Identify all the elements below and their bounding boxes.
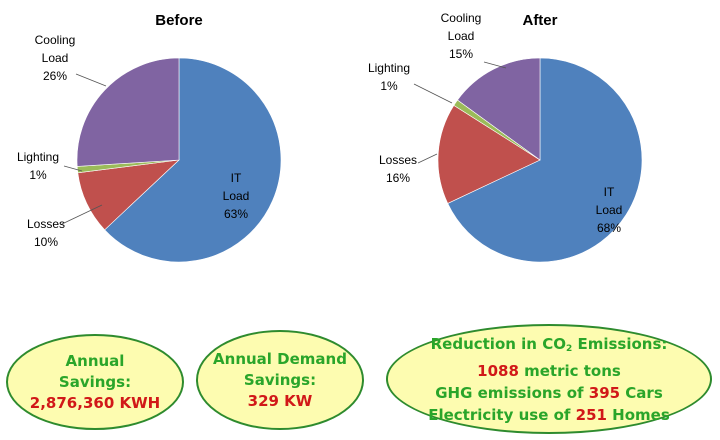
co2-title-subscript: 2 bbox=[565, 343, 573, 354]
co2-tons-value: 1088 bbox=[477, 361, 519, 380]
pie-1: After IT Load 68% Losses 16% Lighting 1% Cooling… bbox=[368, 11, 643, 263]
slice-label-losses: Losses 10% bbox=[27, 217, 65, 249]
pie-slice-it-load bbox=[447, 57, 643, 263]
pie-title: After bbox=[522, 12, 557, 29]
co2-reduction-callout: Reduction in CO2 Emissions: 1088 metric … bbox=[386, 324, 712, 434]
co2-ghg-pre: GHG emissions of bbox=[435, 383, 589, 402]
demand-savings-line2: Savings: bbox=[243, 370, 317, 389]
pie-slice-cooling-load bbox=[457, 57, 541, 161]
leader-line bbox=[483, 61, 507, 69]
co2-title-pre: Reduction in CO bbox=[430, 334, 566, 353]
leader-line bbox=[61, 204, 103, 225]
co2-tons-label: metric tons bbox=[518, 361, 621, 380]
slice-label-lighting: Lighting 1% bbox=[368, 61, 410, 93]
demand-savings-callout: Annual Demand Savings: 329 KW bbox=[196, 330, 364, 430]
co2-ghg-post: Cars bbox=[620, 383, 663, 402]
co2-elec-post: Homes bbox=[606, 405, 670, 424]
slice-label-it-load: IT Load 63% bbox=[223, 171, 250, 221]
co2-elec-value: 251 bbox=[575, 405, 607, 424]
slice-label-lighting: Lighting 1% bbox=[17, 150, 59, 182]
co2-tons-line: 1088 metric tons bbox=[477, 360, 621, 382]
annual-savings-callout: Annual Savings: 2,876,360 KWH bbox=[6, 334, 184, 430]
slice-label-cooling-load: Cooling Load 26% bbox=[35, 33, 76, 83]
leader-line bbox=[75, 73, 107, 87]
co2-title-post: Emissions: bbox=[572, 334, 668, 353]
annual-savings-line1: Annual bbox=[65, 351, 125, 370]
co2-title: Reduction in CO2 Emissions: bbox=[431, 333, 668, 360]
pie-slice-it-load bbox=[104, 57, 282, 263]
slice-label-it-load: IT Load 68% bbox=[596, 185, 623, 235]
co2-ghg-value: 395 bbox=[588, 383, 621, 402]
annual-savings-line2: Savings: bbox=[58, 372, 132, 391]
pie-slice-losses bbox=[437, 104, 541, 204]
annual-savings-value: 2,876,360 KWH bbox=[29, 393, 161, 412]
slice-label-cooling-load: Cooling Load 15% bbox=[441, 11, 482, 61]
demand-savings-value: 329 KW bbox=[247, 391, 313, 410]
slice-label-losses: Losses 16% bbox=[379, 153, 417, 185]
leader-line bbox=[413, 83, 453, 104]
pie-slice-cooling-load bbox=[76, 57, 180, 167]
leader-line bbox=[417, 153, 438, 164]
co2-electricity-line: Electricity use of 251 Homes bbox=[428, 404, 670, 426]
co2-ghg-line: GHG emissions of 395 Cars bbox=[435, 382, 663, 404]
co2-elec-pre: Electricity use of bbox=[428, 405, 576, 424]
leader-line bbox=[63, 165, 83, 172]
pie-title: Before bbox=[155, 12, 203, 29]
pie-0: Before IT Load 63% Losses 10% Lighting 1% Coolin… bbox=[17, 12, 282, 263]
demand-savings-line1: Annual Demand bbox=[213, 349, 347, 368]
pie-charts: Before IT Load 63% Losses 10% Lighting 1% Coolin… bbox=[17, 11, 643, 263]
